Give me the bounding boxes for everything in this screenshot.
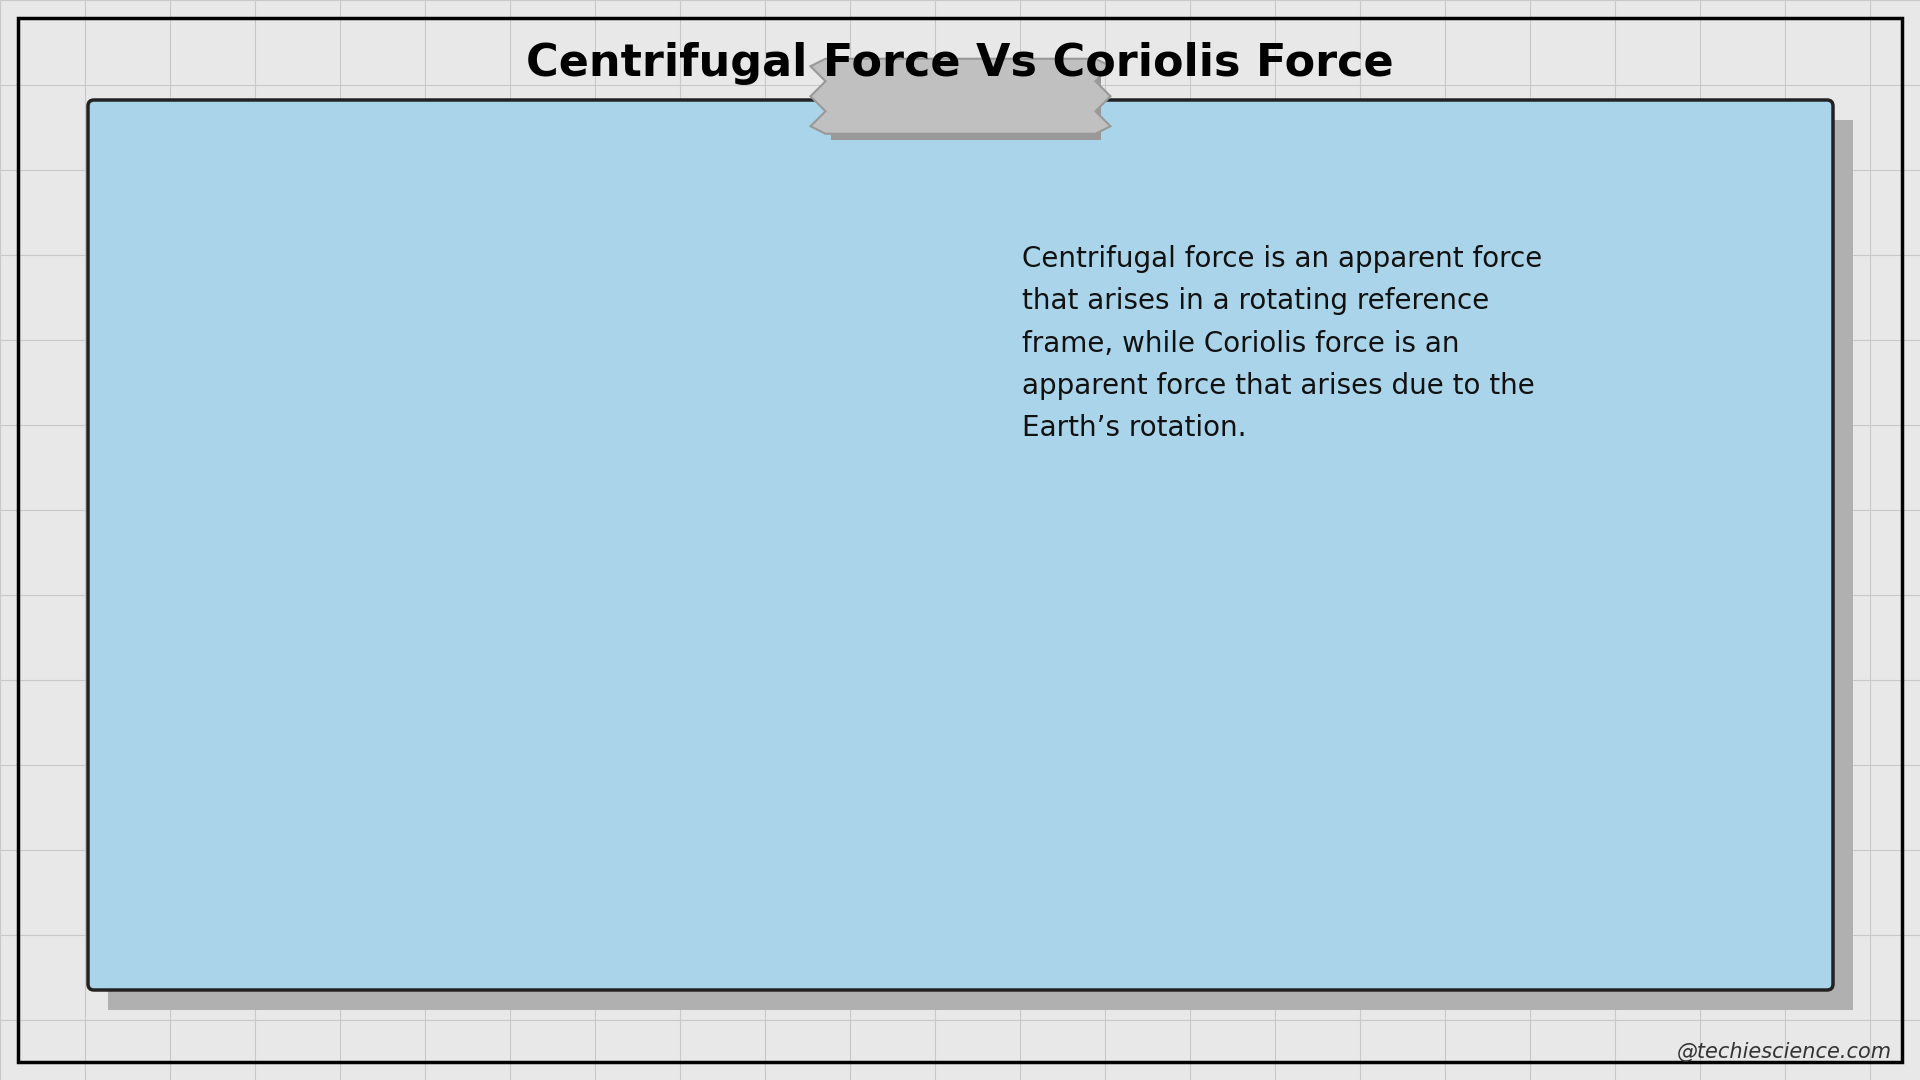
Text: Centrifugal Force Vs Coriolis Force: Centrifugal Force Vs Coriolis Force <box>526 42 1394 85</box>
Text: Centrifugal force is an apparent force
that arises in a rotating reference
frame: Centrifugal force is an apparent force t… <box>1021 245 1542 442</box>
FancyBboxPatch shape <box>108 120 1853 1010</box>
Polygon shape <box>810 58 1110 134</box>
FancyBboxPatch shape <box>88 100 1834 990</box>
Text: @techiescience.com: @techiescience.com <box>1676 1042 1891 1062</box>
Bar <box>831 65 1100 139</box>
